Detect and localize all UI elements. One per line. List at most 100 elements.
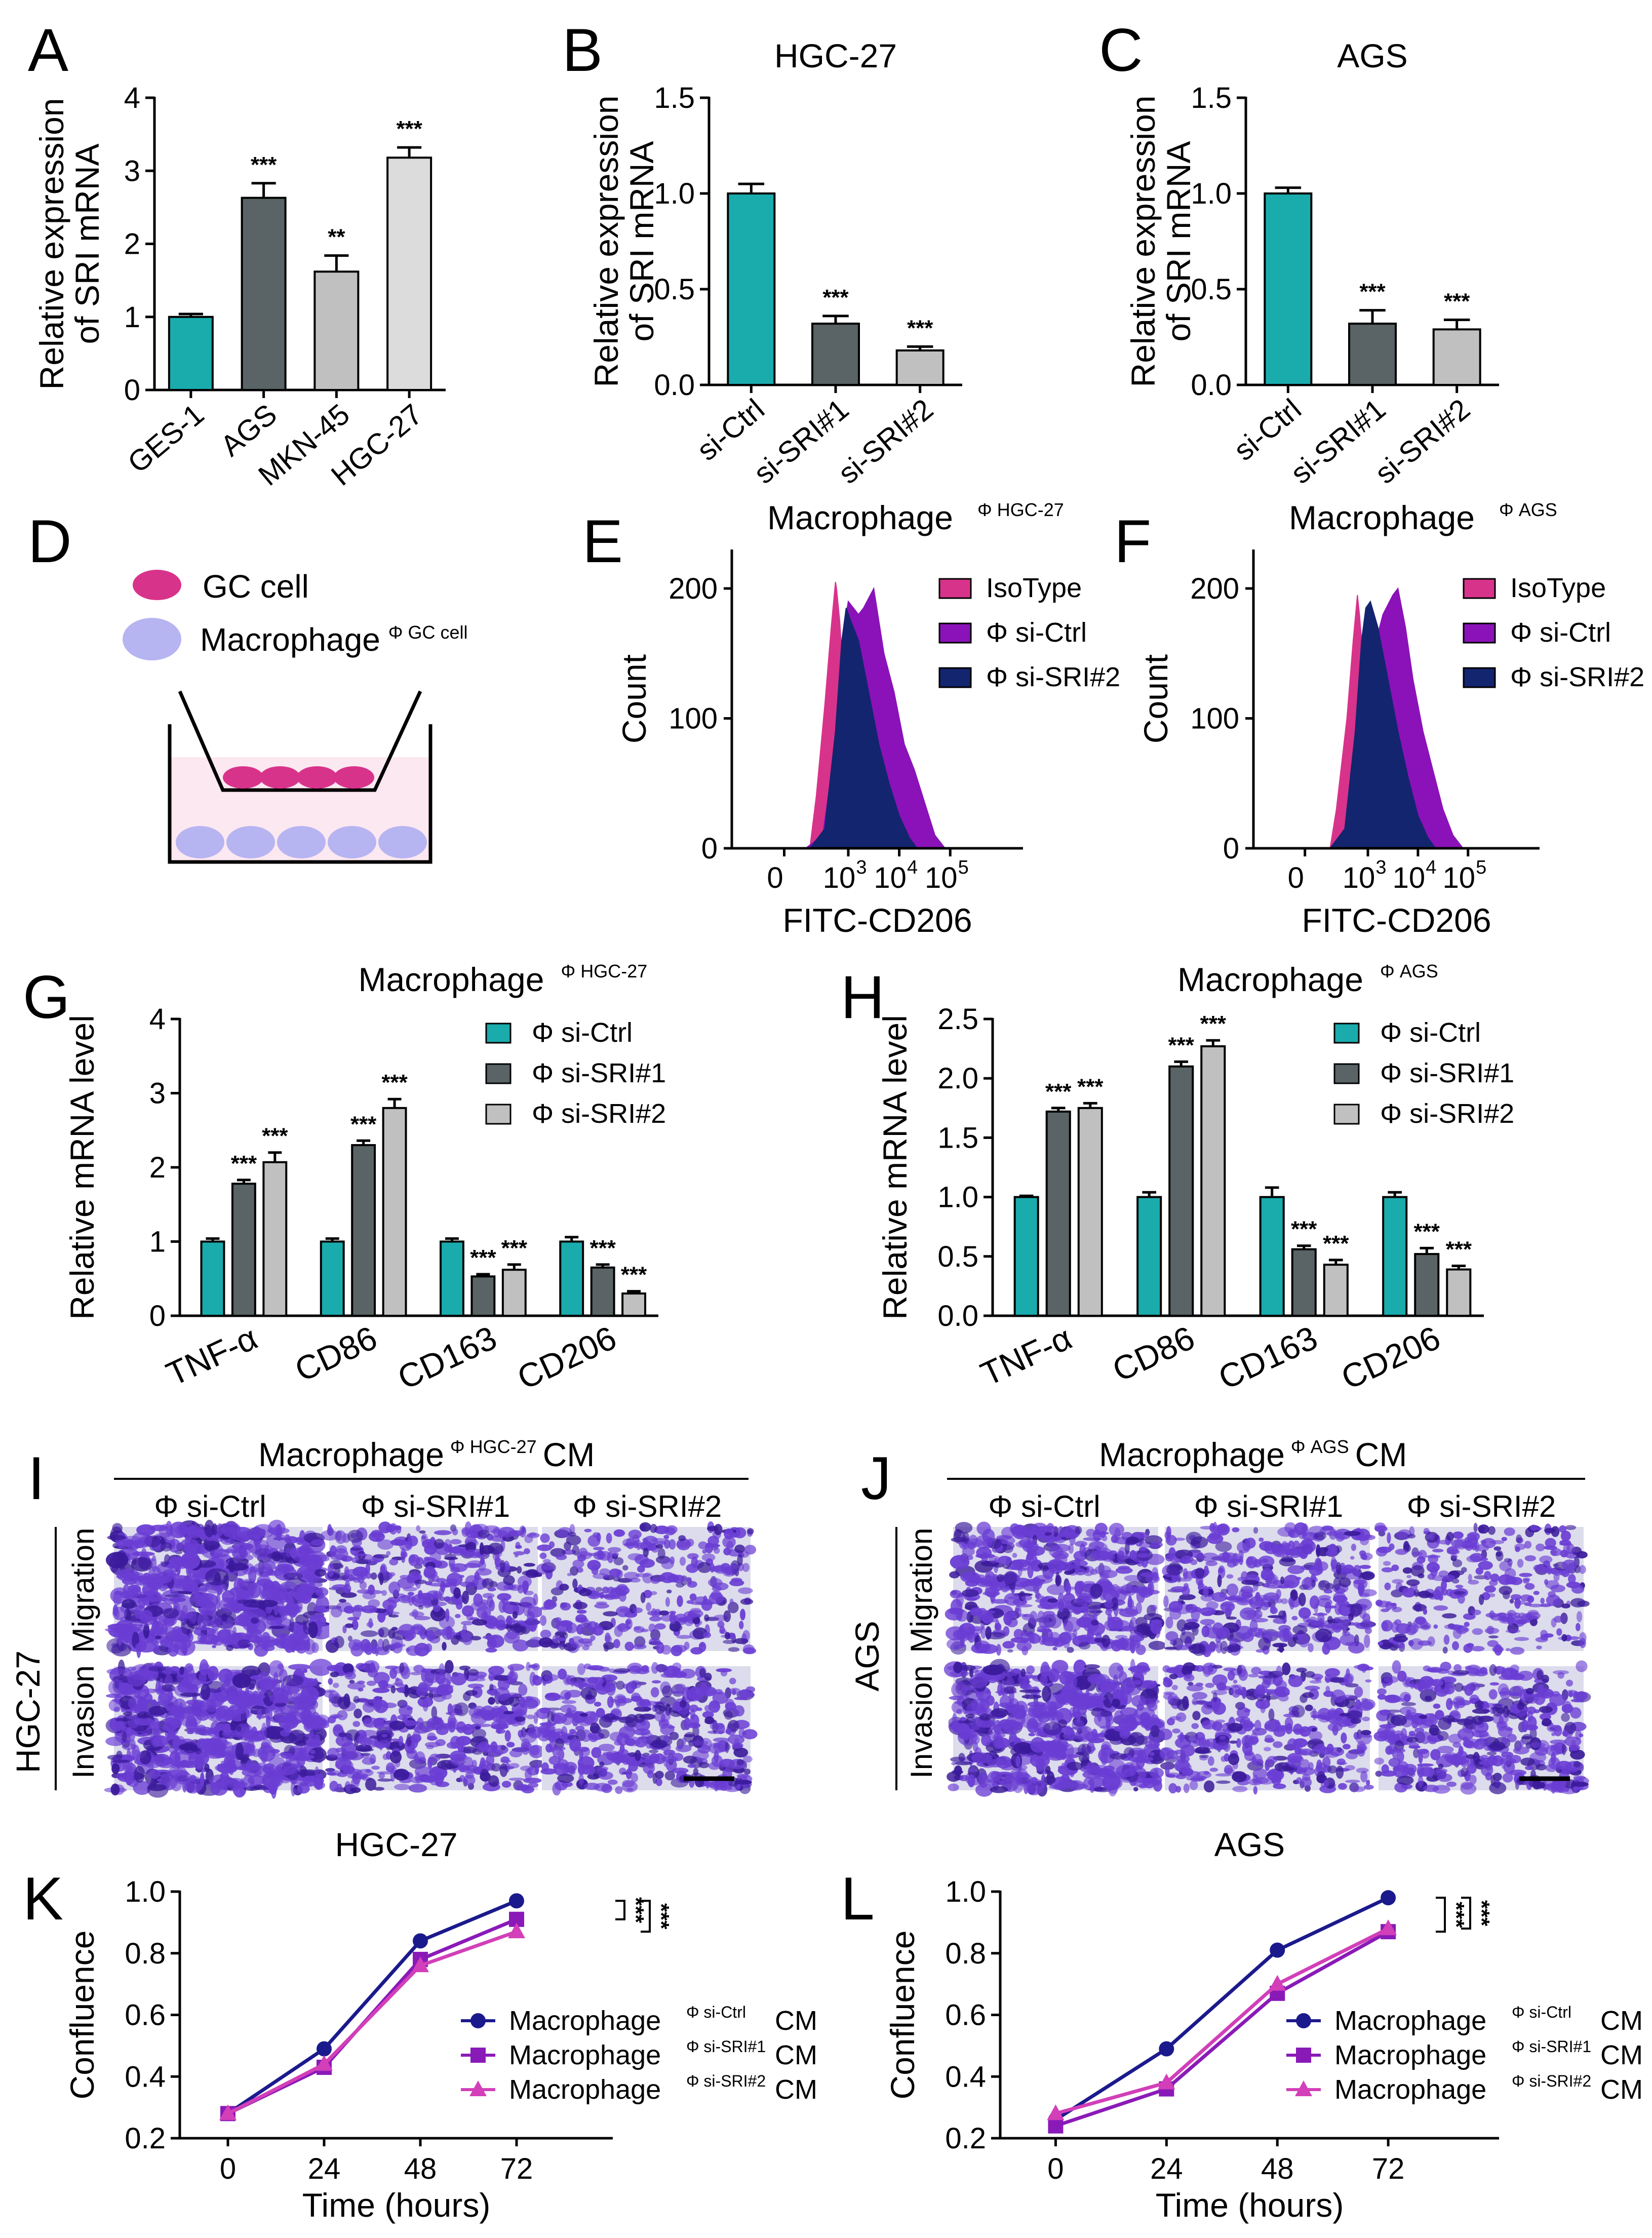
stained-cell xyxy=(356,1553,368,1557)
stained-cell xyxy=(377,1627,390,1638)
stained-cell xyxy=(1384,1582,1391,1590)
stained-cell xyxy=(1273,1618,1287,1624)
y-tick-label: 1.0 xyxy=(654,177,695,210)
stained-cell xyxy=(1217,1575,1222,1587)
chart-title-superscript: Φ HGC-27 xyxy=(977,499,1064,520)
y-tick-label: 0.8 xyxy=(945,1937,986,1970)
stained-cell xyxy=(1524,1602,1532,1606)
stained-cell xyxy=(1284,1522,1296,1534)
stained-cell xyxy=(1241,1571,1248,1582)
stained-cell xyxy=(310,1750,316,1754)
stained-cell xyxy=(619,1744,625,1754)
stained-cell xyxy=(123,1584,130,1597)
stained-cell xyxy=(1279,1557,1296,1566)
stained-cell xyxy=(225,1741,233,1756)
stained-cell xyxy=(545,1599,553,1608)
stained-cell xyxy=(347,1529,364,1543)
stained-cell xyxy=(524,1697,540,1708)
stained-cell xyxy=(327,1563,334,1577)
stained-cell xyxy=(210,1548,229,1558)
stained-cell xyxy=(388,1581,401,1595)
stained-cell xyxy=(1013,1629,1024,1639)
stained-cell xyxy=(539,1552,547,1559)
stained-cell xyxy=(724,1711,733,1720)
stained-cell xyxy=(1287,1565,1305,1575)
stained-cell xyxy=(1489,1540,1505,1545)
stained-cell xyxy=(1278,1584,1290,1589)
stained-cell xyxy=(114,1721,127,1726)
stained-cell xyxy=(557,1759,569,1771)
legend-swatch xyxy=(1463,578,1496,599)
stained-cell xyxy=(151,1555,157,1573)
stained-cell xyxy=(503,1631,520,1644)
stained-cell xyxy=(982,1528,995,1544)
stained-cell xyxy=(727,1734,745,1745)
stained-cell xyxy=(1258,1637,1271,1651)
legend-suffix: CM xyxy=(1600,2040,1643,2070)
panel-label-h: H xyxy=(841,963,885,1031)
stained-cell xyxy=(663,1665,668,1674)
significance-label: *** xyxy=(1414,1219,1440,1244)
stained-cell xyxy=(478,1560,486,1572)
stained-cell xyxy=(373,1787,385,1791)
stained-cell xyxy=(134,1765,145,1783)
stained-cell xyxy=(108,1699,122,1712)
stained-cell xyxy=(1455,1585,1464,1589)
stained-cell xyxy=(742,1729,758,1740)
stained-cell xyxy=(261,1742,270,1748)
stained-cell xyxy=(995,1619,1000,1631)
stained-cell xyxy=(1473,1522,1478,1533)
stained-cell xyxy=(419,1530,426,1534)
stained-cell xyxy=(627,1752,638,1757)
stained-cell xyxy=(1504,1568,1516,1580)
stained-cell xyxy=(250,1617,259,1624)
stained-cell xyxy=(1032,1525,1037,1530)
stained-cell xyxy=(704,1672,712,1681)
stained-cell xyxy=(1379,1639,1393,1650)
stained-cell xyxy=(280,1730,290,1737)
stained-cell xyxy=(401,1554,406,1563)
stained-cell xyxy=(520,1765,534,1771)
stained-cell xyxy=(487,1634,504,1648)
stained-cell xyxy=(707,1525,719,1532)
bar xyxy=(1323,1264,1349,1317)
stained-cell xyxy=(1165,1617,1173,1629)
stained-cell xyxy=(128,1584,141,1593)
stained-cell xyxy=(1120,1638,1134,1651)
stained-cell xyxy=(1428,1554,1438,1564)
stained-cell xyxy=(577,1747,589,1752)
bar xyxy=(811,323,860,386)
stained-cell xyxy=(1028,1733,1036,1737)
stained-cell xyxy=(1484,1585,1496,1593)
stained-cell xyxy=(1039,1635,1046,1645)
stained-cell xyxy=(1533,1591,1540,1595)
stained-cell xyxy=(1150,1604,1157,1611)
stained-cell xyxy=(252,1762,269,1771)
stained-cell xyxy=(555,1631,567,1636)
stained-cell xyxy=(1351,1544,1356,1551)
stained-cell xyxy=(579,1713,588,1717)
stained-cell xyxy=(1524,1541,1532,1549)
stained-cell xyxy=(1299,1540,1316,1553)
stained-cell xyxy=(654,1623,666,1630)
stained-cell xyxy=(462,1590,469,1604)
stained-cell xyxy=(633,1607,643,1614)
stained-cell xyxy=(737,1554,743,1566)
panel-i-col-2: Φ si-SRI#1 xyxy=(361,1489,510,1523)
histogram-area xyxy=(809,608,918,849)
stained-cell xyxy=(997,1574,1004,1582)
stained-cell xyxy=(291,1780,296,1797)
stained-cell xyxy=(1017,1565,1031,1570)
stained-cell xyxy=(1206,1601,1218,1610)
stained-cell xyxy=(1524,1555,1536,1561)
stained-cell xyxy=(162,1725,170,1731)
legend-superscript: Φ si-SRI#2 xyxy=(686,2072,766,2090)
x-tick-label: 24 xyxy=(308,2152,341,2185)
bar xyxy=(590,1266,615,1317)
stained-cell xyxy=(126,1766,135,1771)
stained-cell xyxy=(1522,1578,1530,1582)
panel-j-transwell-images: Macrophage Φ AGS CM Φ si-Ctrl Φ si-SRI#1 Φ… xyxy=(848,1436,1591,1797)
stained-cell xyxy=(1175,1644,1191,1650)
stained-cell xyxy=(1111,1597,1119,1611)
stained-cell xyxy=(1407,1623,1419,1634)
